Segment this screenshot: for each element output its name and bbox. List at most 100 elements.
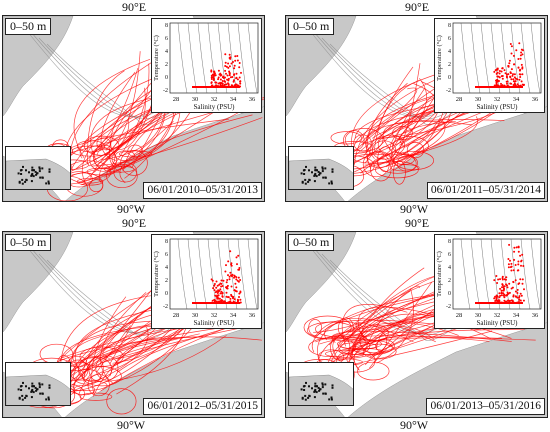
ts-point xyxy=(501,286,503,289)
x-tick-label: 28 xyxy=(456,96,463,103)
locator-station xyxy=(331,170,334,173)
ts-point xyxy=(230,285,233,288)
isopycnal-line xyxy=(460,238,471,310)
ts-point xyxy=(212,287,215,290)
ts-point xyxy=(229,300,232,303)
locator-station xyxy=(331,168,334,171)
ts-axes-frame xyxy=(452,238,542,310)
locator-station xyxy=(303,169,306,171)
isopycnal-line xyxy=(237,238,248,310)
ts-point xyxy=(232,80,235,83)
ts-point xyxy=(236,301,239,304)
locator-station xyxy=(38,382,41,385)
ts-point xyxy=(233,275,236,278)
ts-point xyxy=(213,284,216,287)
ts-point xyxy=(519,54,522,57)
ts-point xyxy=(213,70,215,73)
locator-station xyxy=(36,388,39,391)
ts-point xyxy=(231,273,234,276)
trajectory-line xyxy=(368,66,414,156)
ts-point xyxy=(521,53,524,56)
locator-station xyxy=(319,388,322,391)
ts-point xyxy=(520,264,522,267)
ts-point xyxy=(505,276,508,279)
ts-point xyxy=(225,281,228,284)
trajectory-loop xyxy=(336,338,382,350)
locator-land xyxy=(6,158,70,189)
ts-point xyxy=(498,70,501,72)
ts-point xyxy=(219,72,222,75)
x-tick-label: 34 xyxy=(513,96,520,103)
locator-station xyxy=(331,386,334,389)
bottom-longitude-label-3: 90°W xyxy=(117,418,146,432)
ts-point xyxy=(211,84,214,87)
land-west xyxy=(286,232,357,333)
ts-point xyxy=(510,265,513,268)
y-tick-label: 2 xyxy=(165,62,168,68)
map-panel-2: 0–50 m 28 30 32 34 36 8 6 4 2 0 -2 Salinity (PSU) Te… xyxy=(285,15,548,202)
locator-station xyxy=(303,385,306,387)
ts-point xyxy=(510,78,513,81)
x-tick-label: 36 xyxy=(249,96,256,103)
ts-plot-3: 28 30 32 34 36 8 6 4 2 0 -2 Salinity (PSU) Temperatu… xyxy=(153,238,259,327)
ts-point xyxy=(233,64,236,67)
ts-point xyxy=(520,301,523,304)
ts-point xyxy=(508,62,511,65)
ts-point xyxy=(225,72,227,75)
trajectory-loop xyxy=(82,366,122,387)
ts-point xyxy=(515,295,517,298)
trajectory-loop xyxy=(308,319,322,336)
top-longitude-label-3: 90°E xyxy=(122,216,147,230)
x-tick-label: 28 xyxy=(173,312,180,319)
locator-station xyxy=(41,392,44,395)
ts-point xyxy=(224,80,227,83)
ts-point xyxy=(503,302,506,304)
ts-point xyxy=(509,259,511,262)
ts-point xyxy=(503,69,506,72)
ts-inset-4: 28 30 32 34 36 8 6 4 2 0 -2 Salinity (PSU) Temperatu… xyxy=(434,234,545,329)
isopycnal-line xyxy=(177,238,188,310)
ts-point xyxy=(506,286,509,289)
locator-station xyxy=(32,391,35,394)
isopycnal-line xyxy=(470,22,481,94)
trajectory-loop xyxy=(118,150,153,158)
ts-point xyxy=(511,286,514,289)
ts-point xyxy=(507,258,510,260)
ts-point xyxy=(521,253,524,256)
ts-point xyxy=(498,302,501,304)
isopycnal-line xyxy=(207,22,218,94)
locator-station xyxy=(330,180,333,183)
ts-plot-2: 28 30 32 34 36 8 6 4 2 0 -2 Salinity (PSU) Temperatu… xyxy=(436,22,542,111)
isopycnal-line xyxy=(227,22,238,94)
ts-point xyxy=(512,80,515,83)
x-tick-label: 36 xyxy=(532,312,539,319)
ts-point xyxy=(522,84,525,87)
ts-point xyxy=(521,278,524,281)
ts-point xyxy=(239,85,242,88)
ts-point xyxy=(229,76,232,79)
depth-label-4: 0–50 m xyxy=(288,234,335,251)
locator-station xyxy=(300,388,303,391)
locator-station xyxy=(38,170,41,173)
ts-point xyxy=(502,292,505,295)
depth-label-1: 0–50 m xyxy=(5,18,52,35)
ts-point xyxy=(508,59,511,62)
locator-station xyxy=(31,166,34,169)
ts-point xyxy=(513,76,516,79)
ts-point xyxy=(521,282,524,285)
trajectory-loop xyxy=(113,161,138,183)
ts-point xyxy=(503,85,506,88)
ts-point xyxy=(212,76,214,79)
isopycnal-line xyxy=(177,22,188,94)
trajectory-loop xyxy=(95,355,119,381)
ts-point xyxy=(236,55,239,57)
ts-point xyxy=(218,283,221,286)
ts-xlabel: Salinity (PSU) xyxy=(476,319,518,327)
ts-point xyxy=(500,294,503,297)
trajectory-line xyxy=(108,63,150,173)
trajectory-loop xyxy=(340,342,378,350)
trajectory-loop xyxy=(93,144,116,170)
ts-point xyxy=(236,84,239,87)
isopycnal-line xyxy=(217,238,228,310)
ts-point xyxy=(497,75,500,78)
